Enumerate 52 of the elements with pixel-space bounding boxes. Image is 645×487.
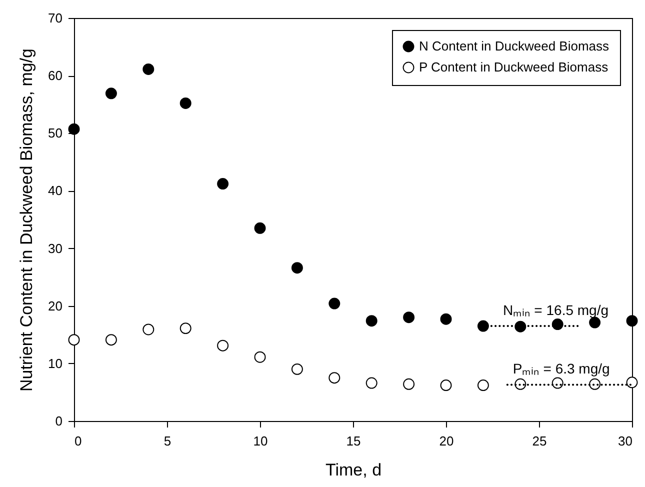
point bbox=[366, 377, 378, 389]
point bbox=[328, 298, 340, 310]
point bbox=[403, 378, 415, 390]
point bbox=[514, 378, 526, 390]
y-tick-label: 30 bbox=[48, 240, 62, 256]
y-tick-label: 50 bbox=[48, 126, 62, 141]
point bbox=[552, 318, 564, 330]
point bbox=[440, 313, 452, 325]
legend-label: N Content in Duckweed Biomass bbox=[419, 38, 610, 54]
point bbox=[626, 315, 638, 327]
point bbox=[105, 88, 117, 100]
x-tick-label: 20 bbox=[439, 434, 454, 448]
point bbox=[328, 372, 340, 384]
y-axis-title: Nutrient Content in Duckweed Biomass, mg/g bbox=[17, 48, 36, 392]
annotation: Nₘᵢₙ = 16.5 mg/g bbox=[502, 302, 609, 318]
point bbox=[254, 351, 266, 363]
point bbox=[366, 315, 378, 327]
x-tick-label: 25 bbox=[532, 434, 547, 448]
point bbox=[68, 123, 80, 135]
legend-label: P Content in Duckweed Biomass bbox=[419, 60, 609, 74]
point bbox=[514, 320, 526, 332]
point bbox=[142, 324, 154, 336]
x-tick-label: 30 bbox=[618, 434, 632, 448]
point bbox=[589, 378, 601, 390]
point bbox=[180, 322, 192, 334]
point bbox=[626, 376, 638, 388]
point bbox=[105, 334, 117, 346]
x-tick-label: 0 bbox=[74, 434, 82, 448]
point bbox=[142, 64, 154, 75]
x-tick-label: 5 bbox=[164, 434, 172, 448]
y-tick-label: 0 bbox=[55, 414, 62, 428]
point bbox=[291, 262, 303, 274]
x-tick-label: 15 bbox=[346, 434, 361, 448]
point bbox=[68, 334, 80, 346]
point bbox=[440, 380, 452, 392]
point bbox=[254, 222, 266, 234]
point bbox=[217, 340, 229, 352]
point bbox=[477, 380, 489, 392]
x-axis-title: Time, d bbox=[325, 460, 382, 480]
y-tick-label: 70 bbox=[48, 10, 62, 26]
point bbox=[403, 312, 415, 324]
point bbox=[217, 178, 229, 190]
y-tick-label: 40 bbox=[48, 183, 62, 198]
x-tick-label: 10 bbox=[253, 434, 268, 448]
point bbox=[477, 320, 489, 332]
annotation: Pₘᵢₙ = 6.3 mg/g bbox=[512, 360, 610, 377]
point bbox=[180, 97, 192, 109]
y-tick-label: 20 bbox=[48, 298, 62, 314]
y-tick-label: 60 bbox=[48, 68, 62, 84]
point bbox=[552, 377, 564, 389]
y-tick-label: 10 bbox=[48, 356, 62, 371]
point bbox=[291, 363, 303, 375]
